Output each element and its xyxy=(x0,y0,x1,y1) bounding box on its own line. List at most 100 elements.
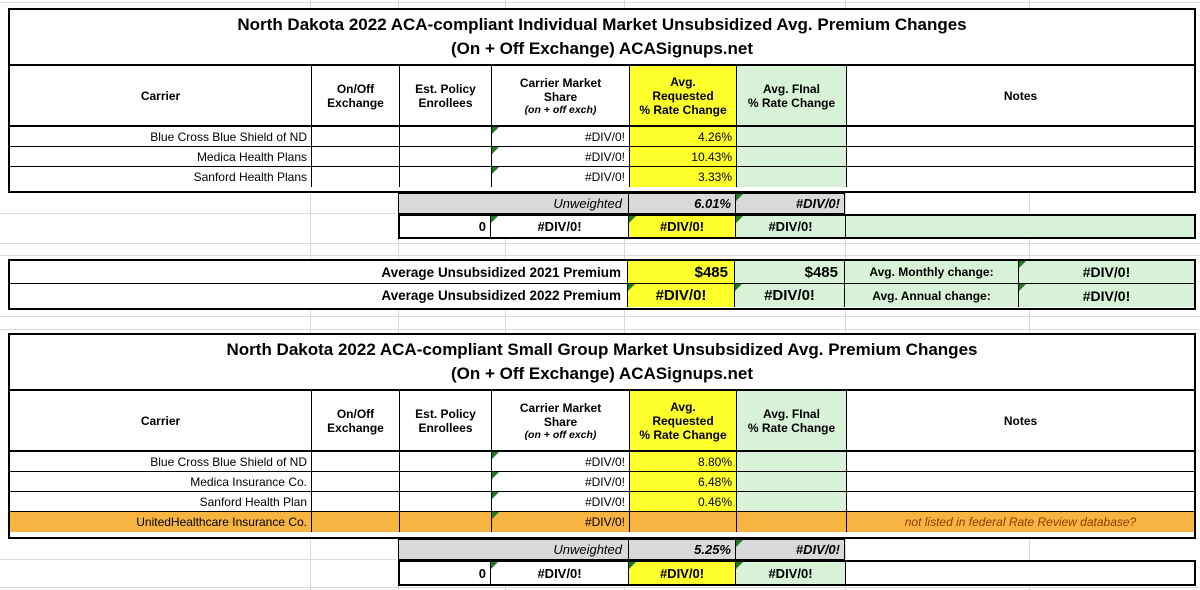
summary-label-cell[interactable]: Average Unsubsidized 2021 Premium xyxy=(381,264,621,280)
summary-final-cell[interactable]: $485 xyxy=(734,261,844,283)
summary-final-cell[interactable]: #DIV/0! xyxy=(734,284,844,307)
column-header-on-off-exchange[interactable]: On/Off Exchange xyxy=(311,66,399,125)
notes-cell[interactable]: not listed in federal Rate Review databa… xyxy=(846,512,1194,532)
enrollees-cell[interactable] xyxy=(399,127,491,146)
carrier-cell[interactable]: Blue Cross Blue Shield of ND xyxy=(150,454,307,469)
grid-line xyxy=(0,243,1200,244)
enrollees-cell[interactable] xyxy=(399,472,491,491)
on-off-exchange-cell[interactable] xyxy=(311,452,399,471)
column-header-requested-rate[interactable]: Avg. Requested % Rate Change xyxy=(629,66,736,125)
total-requested-cell[interactable]: #DIV/0! xyxy=(628,562,735,584)
column-header-carrier[interactable]: Carrier xyxy=(140,413,181,428)
requested-rate-cell[interactable] xyxy=(629,512,736,532)
total-notes-cell[interactable] xyxy=(845,562,1194,584)
unweighted-requested-cell[interactable]: 6.01% xyxy=(628,194,735,213)
unweighted-final-cell[interactable]: #DIV/0! xyxy=(735,540,844,559)
requested-rate-cell[interactable]: 6.48% xyxy=(629,472,736,491)
market-share-header-subtext: (on + off exch) xyxy=(524,103,597,116)
unweighted-label-cell[interactable]: Unweighted xyxy=(399,194,628,213)
on-off-exchange-cell[interactable] xyxy=(311,167,399,187)
final-rate-cell[interactable] xyxy=(736,147,846,166)
enrollees-cell[interactable] xyxy=(399,452,491,471)
market-share-cell[interactable]: #DIV/0! xyxy=(491,147,629,166)
notes-cell[interactable] xyxy=(846,452,1194,471)
final-rate-cell[interactable] xyxy=(736,167,846,187)
column-header-enrollees[interactable]: Est. Policy Enrollees xyxy=(399,66,491,125)
column-header-market-share[interactable]: Carrier Market Share (on + off exch) xyxy=(491,391,629,450)
notes-cell[interactable] xyxy=(846,492,1194,511)
total-market-share-cell[interactable]: #DIV/0! xyxy=(490,562,628,584)
final-rate-cell[interactable] xyxy=(736,452,846,471)
market-share-cell[interactable]: #DIV/0! xyxy=(491,492,629,511)
total-enrollees-cell[interactable]: 0 xyxy=(478,219,486,234)
enrollees-cell[interactable] xyxy=(399,147,491,166)
on-off-exchange-cell[interactable] xyxy=(311,492,399,511)
market-share-cell[interactable]: #DIV/0! xyxy=(491,452,629,471)
total-enrollees-cell[interactable]: 0 xyxy=(478,565,486,581)
monthly-change-label-cell[interactable]: Avg. Monthly change: xyxy=(844,261,1018,283)
market-share-cell[interactable]: #DIV/0! xyxy=(491,167,629,187)
final-rate-cell[interactable] xyxy=(736,127,846,146)
notes-cell[interactable] xyxy=(846,472,1194,491)
unweighted-final-cell[interactable]: #DIV/0! xyxy=(735,194,844,213)
requested-rate-cell[interactable]: 8.80% xyxy=(629,452,736,471)
market-share-cell[interactable]: #DIV/0! xyxy=(491,472,629,491)
notes-cell[interactable] xyxy=(846,167,1194,187)
carrier-cell[interactable]: Blue Cross Blue Shield of ND xyxy=(150,129,307,144)
total-notes-cell[interactable] xyxy=(845,216,1194,237)
grid-line xyxy=(0,255,1200,256)
summary-requested-cell[interactable]: #DIV/0! xyxy=(627,284,734,307)
total-requested-cell[interactable]: #DIV/0! xyxy=(628,216,735,237)
final-rate-cell[interactable] xyxy=(736,492,846,511)
on-off-exchange-cell[interactable] xyxy=(311,512,399,532)
grid-line xyxy=(0,213,396,214)
requested-rate-cell[interactable]: 3.33% xyxy=(629,167,736,187)
column-header-requested-rate[interactable]: Avg. Requested % Rate Change xyxy=(629,391,736,450)
individual-market-title[interactable]: North Dakota 2022 ACA-compliant Individu… xyxy=(10,10,1194,66)
total-market-share-cell[interactable]: #DIV/0! xyxy=(490,216,628,237)
error-indicator-triangle xyxy=(736,216,743,223)
market-share-cell[interactable]: #DIV/0! xyxy=(491,512,629,532)
notes-cell[interactable] xyxy=(846,127,1194,146)
market-share-cell[interactable]: #DIV/0! xyxy=(491,127,629,146)
notes-cell[interactable] xyxy=(846,147,1194,166)
final-rate-cell[interactable] xyxy=(736,512,846,532)
enrollees-cell[interactable] xyxy=(399,512,491,532)
column-header-market-share[interactable]: Carrier Market Share (on + off exch) xyxy=(491,66,629,125)
requested-rate-cell[interactable]: 4.26% xyxy=(629,127,736,146)
column-header-final-rate[interactable]: Avg. FInal % Rate Change xyxy=(736,66,846,125)
column-header-on-off-exchange[interactable]: On/Off Exchange xyxy=(311,391,399,450)
small-group-market-title[interactable]: North Dakota 2022 ACA-compliant Small Gr… xyxy=(10,335,1194,391)
error-indicator-triangle xyxy=(491,216,498,223)
on-off-exchange-cell[interactable] xyxy=(311,147,399,166)
summary-requested-cell[interactable]: $485 xyxy=(627,261,734,283)
annual-change-value-cell[interactable]: #DIV/0! xyxy=(1018,284,1194,307)
summary-label-cell[interactable]: Average Unsubsidized 2022 Premium xyxy=(381,288,621,303)
annual-change-label-cell[interactable]: Avg. Annual change: xyxy=(844,284,1018,307)
column-header-enrollees[interactable]: Est. Policy Enrollees xyxy=(399,391,491,450)
carrier-cell[interactable]: Medica Health Plans xyxy=(196,149,307,164)
column-header-final-rate[interactable]: Avg. FInal % Rate Change xyxy=(736,391,846,450)
final-rate-cell[interactable] xyxy=(736,472,846,491)
total-final-cell[interactable]: #DIV/0! xyxy=(735,562,845,584)
on-off-exchange-cell[interactable] xyxy=(311,472,399,491)
carrier-cell[interactable]: Sanford Health Plans xyxy=(193,170,307,184)
table-title-line1: North Dakota 2022 ACA-compliant Small Gr… xyxy=(226,340,978,359)
requested-rate-cell[interactable]: 0.46% xyxy=(629,492,736,511)
enrollees-cell[interactable] xyxy=(399,167,491,187)
carrier-cell[interactable]: Sanford Health Plan xyxy=(199,494,307,509)
on-off-exchange-cell[interactable] xyxy=(311,127,399,146)
unweighted-requested-cell[interactable]: 5.25% xyxy=(628,540,735,559)
total-final-cell[interactable]: #DIV/0! xyxy=(735,216,845,237)
column-header-notes[interactable]: Notes xyxy=(846,391,1194,450)
requested-rate-cell[interactable]: 10.43% xyxy=(629,147,736,166)
error-indicator-triangle xyxy=(492,147,499,154)
carrier-cell[interactable]: Medica Insurance Co. xyxy=(190,474,307,489)
column-header-carrier[interactable]: Carrier xyxy=(140,88,181,103)
table-row: Sanford Health Plans #DIV/0! 3.33% xyxy=(10,167,1194,187)
monthly-change-value-cell[interactable]: #DIV/0! xyxy=(1018,261,1194,283)
carrier-cell[interactable]: UnitedHealthcare Insurance Co. xyxy=(10,512,311,532)
column-header-notes[interactable]: Notes xyxy=(846,66,1194,125)
unweighted-label-cell[interactable]: Unweighted xyxy=(399,540,628,559)
enrollees-cell[interactable] xyxy=(399,492,491,511)
